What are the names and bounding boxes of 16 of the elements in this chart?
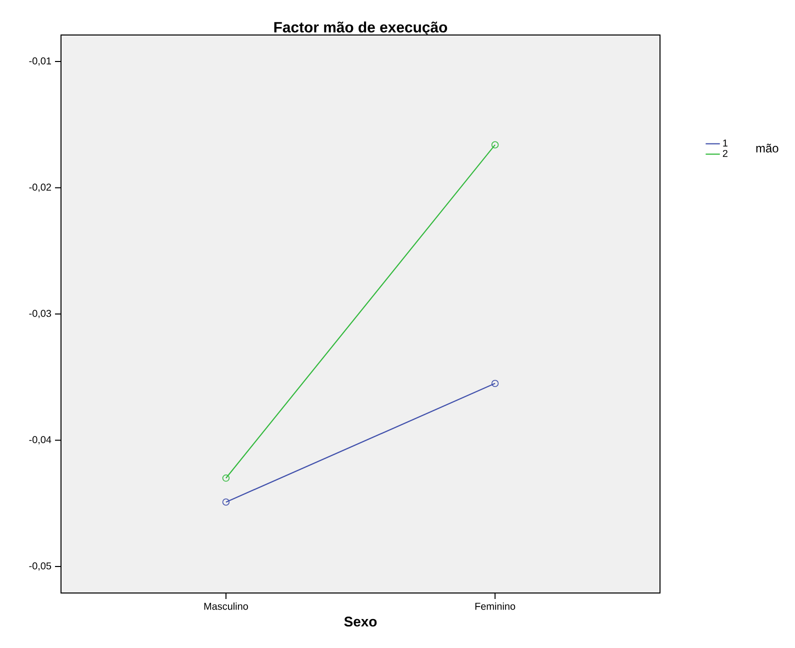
y-tick-label: -0,01 bbox=[29, 57, 52, 66]
x-tick-label: Masculino bbox=[204, 602, 248, 610]
chart-title: Factor mão de execução bbox=[274, 22, 448, 36]
legend-label: 1 bbox=[723, 140, 728, 146]
y-tick-label: -0,03 bbox=[29, 310, 52, 318]
x-axis-title: Sexo bbox=[344, 616, 377, 627]
legend-title: mão bbox=[756, 144, 778, 152]
x-tick-label: Feminino bbox=[475, 602, 516, 610]
point bbox=[222, 498, 230, 506]
y-tick-label: -0,02 bbox=[29, 184, 51, 192]
point bbox=[491, 380, 499, 388]
legend-label: 2 bbox=[722, 150, 728, 157]
y-tick-label: -0,04 bbox=[29, 436, 52, 444]
point bbox=[222, 474, 230, 482]
y-tick-label: -0,05 bbox=[29, 562, 52, 571]
point bbox=[491, 141, 499, 148]
